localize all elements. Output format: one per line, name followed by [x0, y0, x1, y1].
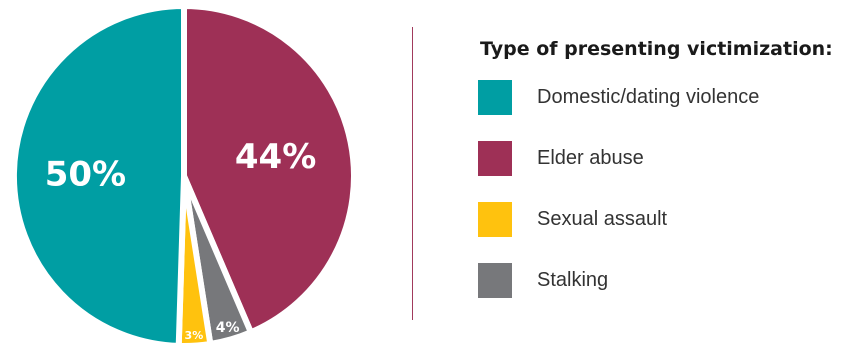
- pie-slice-sexual-assault: [175, 173, 214, 345]
- slice-label-elder-abuse: 44%: [235, 137, 316, 177]
- legend: Type of presenting victimization: Domest…: [478, 38, 833, 324]
- slice-label-stalking: 4%: [216, 320, 240, 336]
- pie-slice-domestic-dating-violence: [10, 3, 187, 345]
- legend-label: Elder abuse: [537, 147, 644, 169]
- legend-label: Sexual assault: [537, 208, 668, 230]
- legend-swatch: [478, 202, 512, 237]
- legend-item-domestic-dating-violence: Domestic/dating violence: [478, 80, 833, 115]
- legend-swatch: [478, 80, 512, 115]
- legend-item-elder-abuse: Elder abuse: [478, 141, 833, 176]
- pie-chart: 44% 4% 3% 50%: [10, 3, 357, 345]
- legend-title: Type of presenting victimization:: [480, 38, 833, 60]
- divider: [412, 27, 413, 320]
- legend-swatch: [478, 263, 512, 298]
- legend-swatch: [478, 141, 512, 176]
- legend-label: Domestic/dating violence: [537, 86, 760, 108]
- legend-item-stalking: Stalking: [478, 263, 833, 298]
- legend-label: Stalking: [537, 269, 609, 291]
- pie-slice-elder-abuse: [181, 3, 357, 336]
- legend-item-sexual-assault: Sexual assault: [478, 202, 833, 237]
- slice-label-domestic-dating-violence: 50%: [45, 155, 126, 195]
- slice-label-sexual-assault: 3%: [185, 329, 204, 342]
